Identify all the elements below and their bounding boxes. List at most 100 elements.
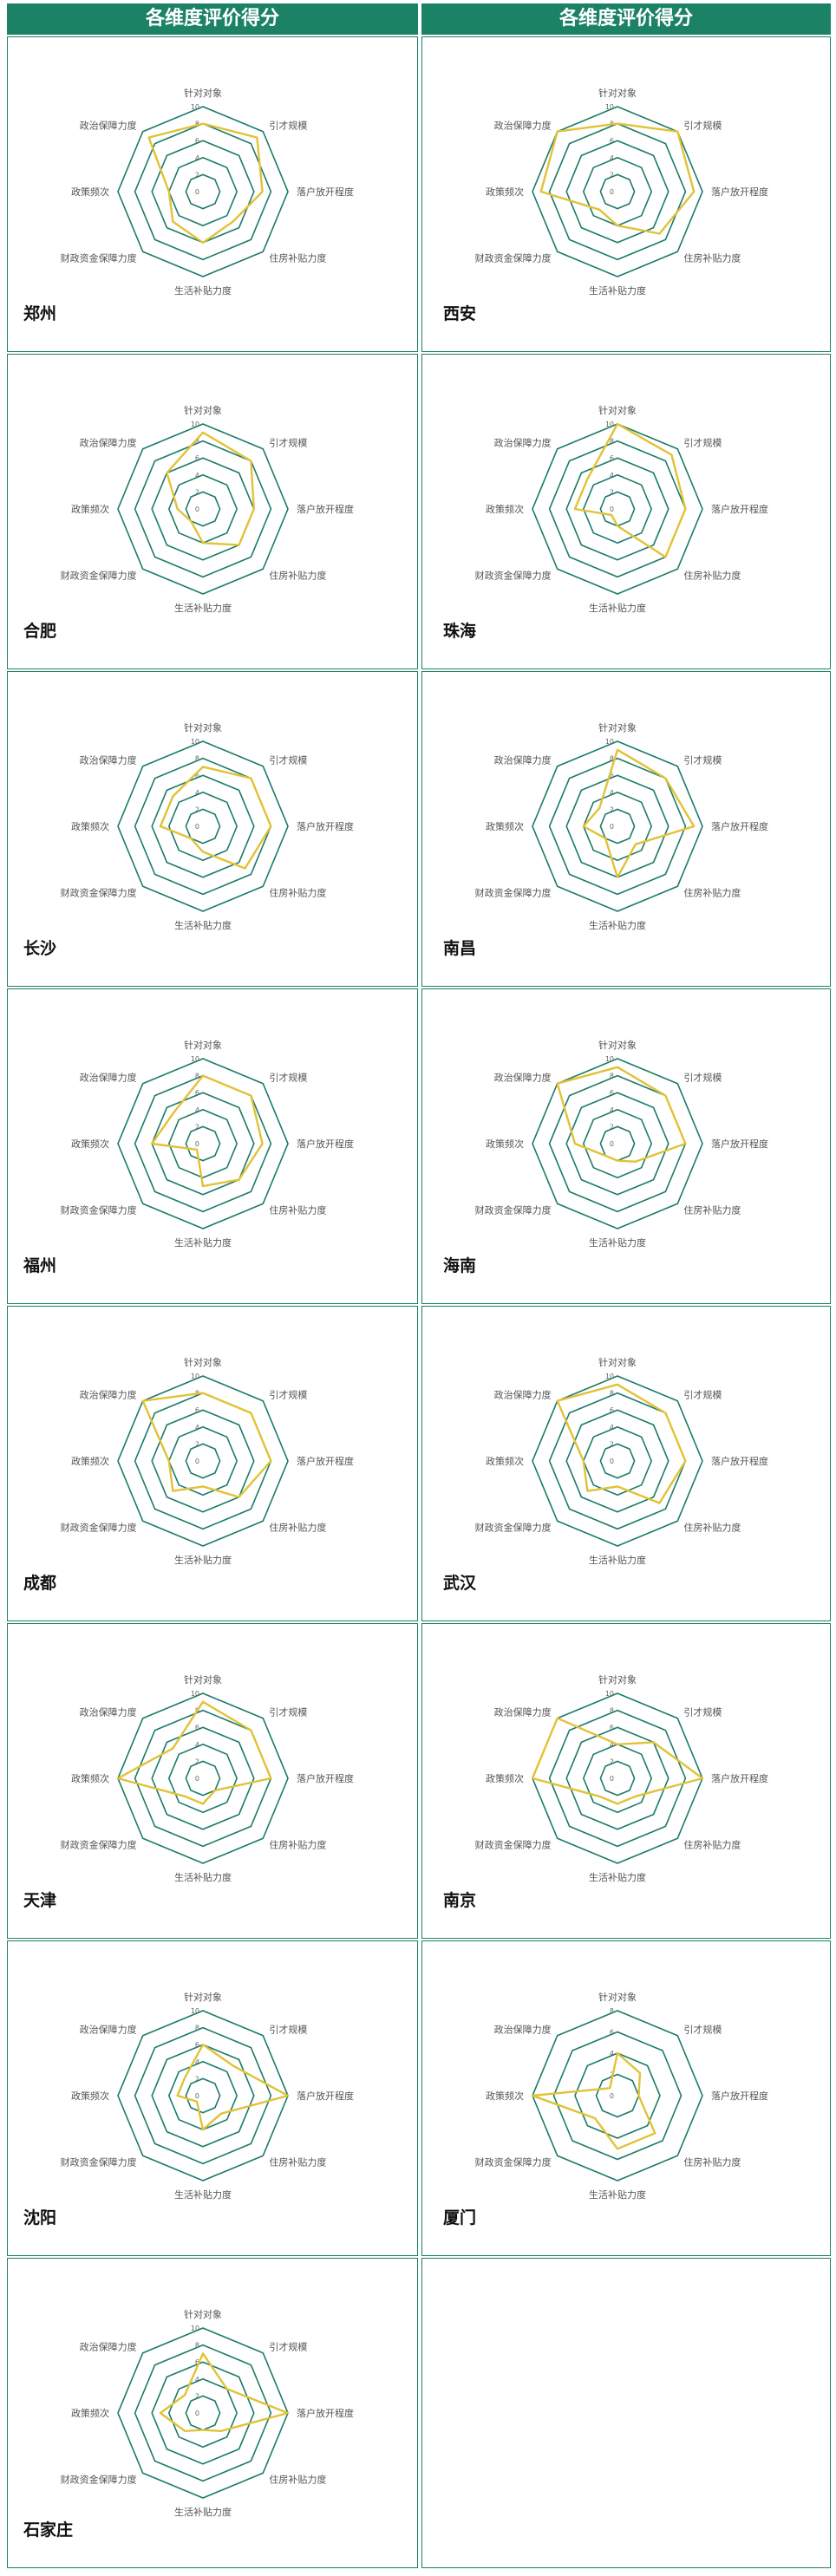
radar-tick-label: 6 xyxy=(195,1724,199,1731)
radar-chart-11: 0 2 4 6 8 10 针对对象 引才规模 落户放开程度 住房补贴力度 生活补贴力度 财政资金保障力… xyxy=(7,1623,418,1939)
radar-tick-label: 0 xyxy=(195,2410,199,2417)
radar-series-line xyxy=(556,1066,687,1164)
radar-tick-label: 0 xyxy=(610,2092,614,2100)
radar-axis-label: 引才规模 xyxy=(683,1072,722,1084)
radar-axis-label: 针对对象 xyxy=(184,1991,222,2003)
radar-svg: 02468针对对象引才规模落户放开程度住房补贴力度生活补贴力度财政资金保障力度政… xyxy=(475,1991,768,2201)
radar-axis-label: 住房补贴力度 xyxy=(269,2473,326,2485)
radar-axis-label: 落户放开程度 xyxy=(711,1772,768,1784)
radar-grid-ring xyxy=(532,106,703,277)
radar-svg: 0246810针对对象引才规模落户放开程度住房补贴力度生活补贴力度财政资金保障力… xyxy=(61,87,354,297)
radar-tick-label: 0 xyxy=(610,188,614,196)
city-label: 石家庄 xyxy=(23,2521,74,2540)
radar-tick-label: 0 xyxy=(195,188,199,196)
radar-series-line xyxy=(159,2352,290,2433)
radar-tick-label: 8 xyxy=(195,438,199,446)
radar-axis-label: 引才规模 xyxy=(269,1706,307,1718)
radar-tick-label: 4 xyxy=(195,2058,199,2066)
radar-grid-ring xyxy=(532,740,703,912)
radar-tick-label: 2 xyxy=(195,488,199,496)
radar-axis-label: 落户放开程度 xyxy=(297,503,354,515)
radar-axis-label: 针对对象 xyxy=(598,1991,637,2003)
radar-axis-label: 政治保障力度 xyxy=(494,120,552,132)
radar-axis-label: 政策频次 xyxy=(486,820,524,832)
radar-grid-ring xyxy=(134,1074,272,1213)
radar-grid-ring xyxy=(151,457,255,561)
radar-grid-ring xyxy=(565,1726,669,1830)
radar-axis-label: 落户放开程度 xyxy=(297,820,354,832)
radar-grid-ring xyxy=(117,423,289,595)
radar-axis-label: 政策频次 xyxy=(71,820,109,832)
radar-tick-label: 6 xyxy=(610,454,614,462)
radar-tick-label: 4 xyxy=(195,1106,199,1114)
radar-axis-label: 财政资金保障力度 xyxy=(61,251,137,264)
radar-grid-ring xyxy=(151,774,255,878)
radar-axis-label: 落户放开程度 xyxy=(711,186,768,198)
radar-chart-2: 0 2 4 6 8 10 针对对象 引才规模 落户放开程度 住房补贴力度 生活补贴力度 财政资金保障力… xyxy=(421,36,831,352)
radar-svg: 0246810针对对象引才规模落户放开程度住房补贴力度生活补贴力度财政资金保障力… xyxy=(61,1673,354,1883)
radar-grid-ring xyxy=(151,1726,255,1830)
radar-axis-label: 生活补贴力度 xyxy=(589,284,646,297)
radar-tick-label: 6 xyxy=(610,2029,614,2037)
radar-series-line xyxy=(150,1074,264,1188)
radar-chart-9: 0 2 4 6 8 10 针对对象 引才规模 落户放开程度 住房补贴力度 生活补贴力度 财政资金保障力… xyxy=(7,1306,418,1621)
radar-grid-ring xyxy=(599,1760,636,1797)
radar-grid-ring xyxy=(117,106,289,277)
radar-axis-label: 引才规模 xyxy=(269,1389,307,1401)
radar-grid-ring xyxy=(552,2031,683,2161)
radar-series-line xyxy=(531,1717,704,1805)
radar-tick-label: 10 xyxy=(605,1055,614,1063)
radar-tick-label: 2 xyxy=(195,2075,199,2083)
radar-svg: 0246810针对对象引才规模落户放开程度住房补贴力度生活补贴力度财政资金保障力… xyxy=(475,721,768,931)
radar-axis-label: 引才规模 xyxy=(683,437,722,449)
radar-tick-label: 8 xyxy=(195,755,199,763)
radar-grid-ring xyxy=(167,791,238,862)
radar-axis-label: 生活补贴力度 xyxy=(174,2188,232,2201)
radar-chart-5: 0 2 4 6 8 10 针对对象 引才规模 落户放开程度 住房补贴力度 生活补贴力度 财政资金保障力… xyxy=(7,671,418,987)
radar-axis-label: 生活补贴力度 xyxy=(174,1871,232,1883)
radar-grid-ring xyxy=(167,1425,238,1497)
radar-axis-label: 财政资金保障力度 xyxy=(61,1838,137,1850)
radar-axis-label: 落户放开程度 xyxy=(711,820,768,832)
radar-tick-label: 4 xyxy=(195,789,199,797)
radar-axis-label: 政治保障力度 xyxy=(494,1072,552,1084)
radar-axis-label: 财政资金保障力度 xyxy=(61,1521,137,1533)
radar-axis-label: 生活补贴力度 xyxy=(174,1554,232,1566)
radar-grid-ring xyxy=(117,1375,289,1547)
radar-axis-label: 政治保障力度 xyxy=(494,2024,552,2036)
radar-axis-label: 落户放开程度 xyxy=(297,186,354,198)
radar-tick-label: 0 xyxy=(195,505,199,513)
radar-axis-label: 住房补贴力度 xyxy=(269,1521,326,1533)
radar-axis-label: 生活补贴力度 xyxy=(174,2506,232,2518)
radar-axis-label: 针对对象 xyxy=(184,721,222,734)
radar-axis-label: 政策频次 xyxy=(71,2407,109,2419)
radar-axis-label: 引才规模 xyxy=(683,2024,722,2036)
radar-tick-label: 6 xyxy=(195,1089,199,1097)
empty-cell xyxy=(421,2258,831,2568)
radar-grid-ring xyxy=(185,808,221,845)
radar-tick-label: 2 xyxy=(195,1123,199,1131)
radar-axis-label: 政策频次 xyxy=(71,1455,109,1467)
radar-axis-label: 住房补贴力度 xyxy=(683,1203,741,1216)
city-label: 天津 xyxy=(23,1891,57,1910)
radar-tick-label: 2 xyxy=(195,805,199,813)
radar-axis-label: 落户放开程度 xyxy=(711,503,768,515)
radar-axis-label: 政策频次 xyxy=(486,1138,524,1150)
radar-grid-ring xyxy=(151,1409,255,1513)
radar-grid-ring xyxy=(151,2361,255,2465)
radar-grid-ring xyxy=(185,1125,221,1162)
radar-axis-label: 财政资金保障力度 xyxy=(61,2155,137,2168)
radar-grid-ring xyxy=(548,1709,687,1848)
radar-axis-label: 政治保障力度 xyxy=(80,1389,137,1401)
radar-svg: 0246810针对对象引才规模落户放开程度住房补贴力度生活补贴力度财政资金保障力… xyxy=(61,2308,354,2518)
radar-axis-label: 财政资金保障力度 xyxy=(61,2473,137,2485)
radar-chart-8: 0 2 4 6 8 10 针对对象 引才规模 落户放开程度 住房补贴力度 生活补贴力度 财政资金保障力… xyxy=(421,988,831,1304)
radar-grid-ring xyxy=(599,173,636,210)
city-label: 珠海 xyxy=(443,622,477,641)
radar-grid-ring xyxy=(565,774,669,878)
radar-tick-label: 0 xyxy=(195,2092,199,2100)
radar-svg: 0246810针对对象引才规模落户放开程度住房补贴力度生活补贴力度财政资金保障力… xyxy=(61,404,354,614)
radar-tick-label: 4 xyxy=(610,2050,614,2058)
radar-axis-label: 政治保障力度 xyxy=(80,437,137,449)
radar-axis-label: 引才规模 xyxy=(269,1072,307,1084)
